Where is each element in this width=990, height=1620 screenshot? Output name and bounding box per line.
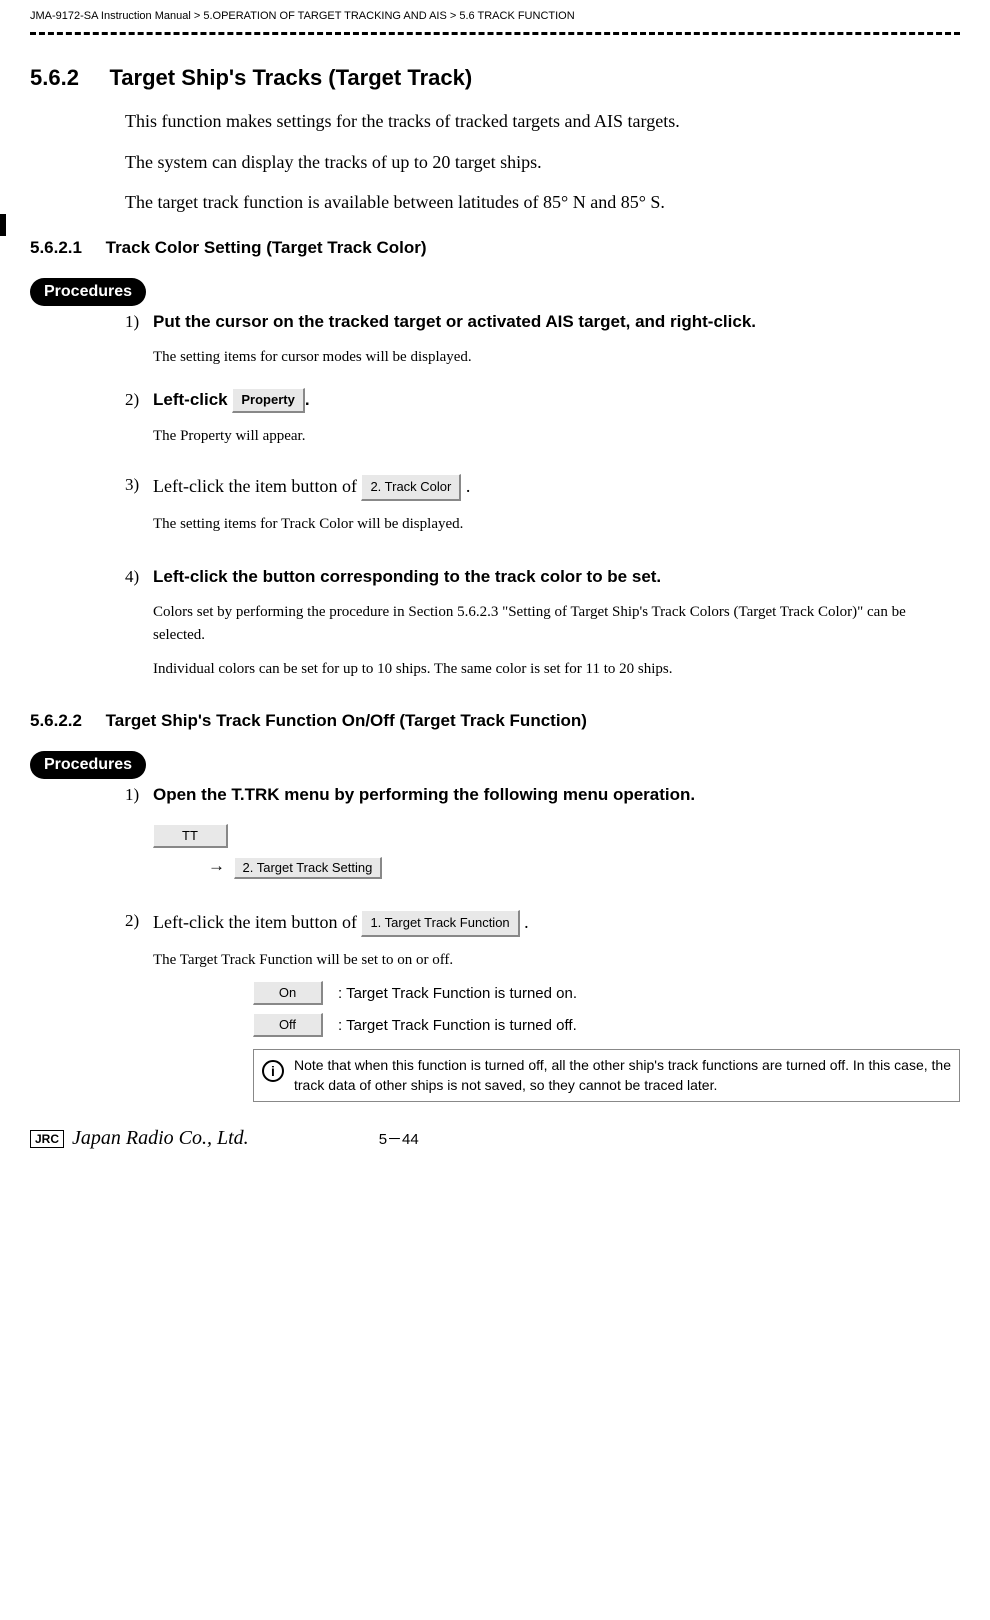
subsection-number: 5.6.2.1 bbox=[30, 238, 82, 257]
jrc-logo: JRC bbox=[30, 1130, 64, 1148]
section-heading: 5.6.2 Target Ship's Tracks (Target Track… bbox=[30, 65, 960, 91]
option-row-on: On : Target Track Function is turned on. bbox=[253, 981, 960, 1005]
menu-arrow-row: → 2. Target Track Setting bbox=[208, 856, 960, 878]
sidebar-marker bbox=[0, 214, 6, 236]
procedures-label: Procedures bbox=[30, 751, 146, 779]
step-desc: The setting items for cursor modes will … bbox=[153, 346, 960, 369]
step-desc: The Property will appear. bbox=[153, 425, 960, 448]
step-desc: Individual colors can be set for up to 1… bbox=[153, 658, 960, 681]
step-number: 1) bbox=[125, 310, 153, 378]
footer-logo: JRC Japan Radio Co., Ltd. bbox=[30, 1127, 249, 1150]
intro-text-2: The system can display the tracks of up … bbox=[125, 147, 960, 178]
procedures-label: Procedures bbox=[30, 278, 146, 306]
subsection-number: 5.6.2.2 bbox=[30, 711, 82, 730]
track-color-button[interactable]: 2. Track Color bbox=[361, 474, 461, 501]
option-row-off: Off : Target Track Function is turned of… bbox=[253, 1013, 960, 1037]
off-desc: : Target Track Function is turned off. bbox=[338, 1017, 577, 1034]
step-title: Open the T.TRK menu by performing the fo… bbox=[153, 783, 960, 807]
info-text: Note that when this function is turned o… bbox=[294, 1056, 951, 1095]
divider-dashed bbox=[30, 32, 960, 35]
step-suffix: . bbox=[461, 476, 470, 496]
step-row: 1) Open the T.TRK menu by performing the… bbox=[125, 783, 960, 879]
target-track-function-button[interactable]: 1. Target Track Function bbox=[361, 910, 519, 937]
breadcrumb: JMA-9172-SA Instruction Manual > 5.OPERA… bbox=[30, 10, 960, 22]
step-desc: The Target Track Function will be set to… bbox=[153, 949, 960, 972]
on-desc: : Target Track Function is turned on. bbox=[338, 985, 577, 1002]
step-title: Put the cursor on the tracked target or … bbox=[153, 310, 960, 334]
tt-button[interactable]: TT bbox=[153, 824, 228, 848]
page-number: 5－44 bbox=[379, 1128, 419, 1149]
subsection-heading-1: 5.6.2.1 Track Color Setting (Target Trac… bbox=[30, 238, 960, 258]
step-number: 3) bbox=[125, 473, 153, 546]
property-button[interactable]: Property bbox=[232, 388, 304, 413]
step-title: Left-click Property. bbox=[153, 388, 960, 413]
step-number: 4) bbox=[125, 565, 153, 690]
off-button[interactable]: Off bbox=[253, 1013, 323, 1037]
step-row: 4) Left-click the button corresponding t… bbox=[125, 565, 960, 690]
on-button[interactable]: On bbox=[253, 981, 323, 1005]
step-number: 1) bbox=[125, 783, 153, 879]
step-desc: The setting items for Track Color will b… bbox=[153, 513, 960, 536]
step-suffix: . bbox=[520, 912, 529, 932]
step-row: 2) Left-click the item button of 1. Targ… bbox=[125, 909, 960, 1103]
section-number: 5.6.2 bbox=[30, 65, 79, 90]
step-row: 1) Put the cursor on the tracked target … bbox=[125, 310, 960, 378]
step-prefix: Left-click the item button of bbox=[153, 912, 361, 932]
subsection-heading-2: 5.6.2.2 Target Ship's Track Function On/… bbox=[30, 711, 960, 731]
step-title: Left-click the item button of 2. Track C… bbox=[153, 473, 960, 501]
info-box: i Note that when this function is turned… bbox=[253, 1049, 960, 1102]
intro-text-3: The target track function is available b… bbox=[125, 187, 960, 218]
footer: JRC Japan Radio Co., Ltd. 5－44 bbox=[30, 1127, 960, 1150]
step-suffix: . bbox=[305, 390, 310, 409]
step-title: Left-click the button corresponding to t… bbox=[153, 565, 960, 589]
target-track-setting-button[interactable]: 2. Target Track Setting bbox=[234, 857, 383, 879]
company-name: Japan Radio Co., Ltd. bbox=[72, 1127, 249, 1150]
step-prefix: Left-click the item button of bbox=[153, 476, 361, 496]
info-icon: i bbox=[262, 1060, 284, 1082]
step-row: 3) Left-click the item button of 2. Trac… bbox=[125, 473, 960, 546]
subsection-title: Track Color Setting (Target Track Color) bbox=[106, 238, 427, 257]
step-prefix: Left-click bbox=[153, 390, 232, 409]
intro-text-1: This function makes settings for the tra… bbox=[125, 106, 960, 137]
arrow: → bbox=[208, 856, 225, 875]
step-number: 2) bbox=[125, 909, 153, 1103]
subsection-title: Target Ship's Track Function On/Off (Tar… bbox=[106, 711, 587, 730]
section-title: Target Ship's Tracks (Target Track) bbox=[110, 65, 473, 90]
step-desc: Colors set by performing the procedure i… bbox=[153, 601, 960, 646]
step-number: 2) bbox=[125, 388, 153, 458]
step-title: Left-click the item button of 1. Target … bbox=[153, 909, 960, 937]
step-row: 2) Left-click Property. The Property wil… bbox=[125, 388, 960, 458]
